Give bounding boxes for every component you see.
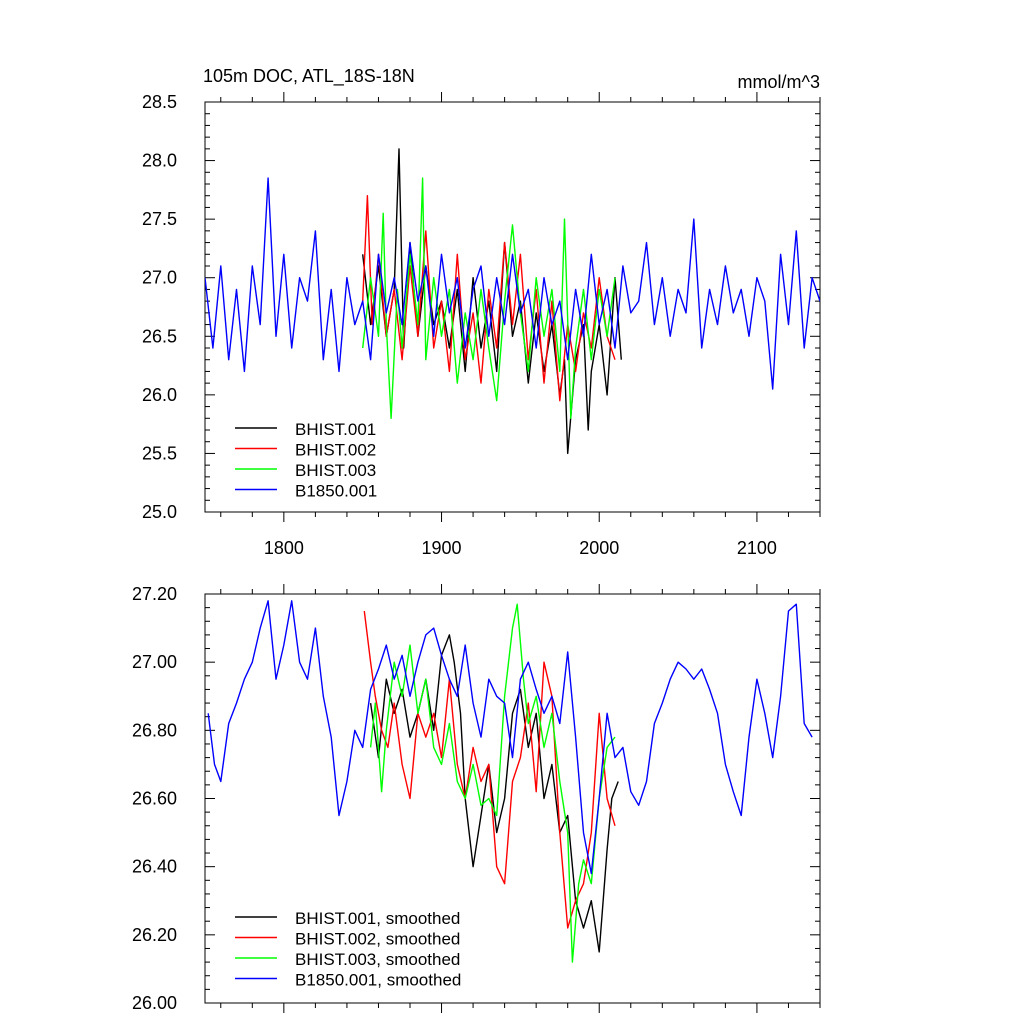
y-tick-label: 26.60 (132, 789, 177, 809)
top-chart: 25.0 25.5 26.0 26.5 27.0 27.5 28.0 28.5 1800 1900… (142, 92, 821, 558)
series-group (205, 148, 820, 455)
y-tick-label: 27.0 (142, 268, 177, 288)
x-tick-label: 2100 (737, 538, 777, 558)
y-tick-label: 26.00 (132, 993, 177, 1013)
y-tick-label: 26.20 (132, 925, 177, 945)
x-tick-label: 1800 (264, 538, 304, 558)
legend-label: BHIST.001 (295, 420, 376, 439)
series-line-bhist-001-smoothed (369, 634, 619, 953)
legend-label: BHIST.003, smoothed (295, 950, 460, 969)
y-tick-label: 27.20 (132, 584, 177, 604)
top-chart-units: mmol/m^3 (738, 72, 820, 92)
y-tick-label: 26.0 (142, 385, 177, 405)
series-line-b1850-001-smoothed (207, 600, 813, 875)
y-tick-label: 25.5 (142, 443, 177, 463)
series-line-bhist-003 (362, 177, 616, 419)
series-line-bhist-002 (362, 194, 616, 402)
plot-frame (204, 101, 821, 513)
series-group (207, 600, 813, 963)
x-tick-label: 1900 (422, 538, 462, 558)
y-tick-label: 26.40 (132, 857, 177, 877)
legend-label: B1850.001, smoothed (295, 971, 461, 990)
y-tick-label: 28.0 (142, 151, 177, 171)
y-tick-label: 26.5 (142, 326, 177, 346)
y-tick-label: 27.5 (142, 209, 177, 229)
series-line-b1850-001 (205, 177, 820, 390)
legend-label: B1850.001 (295, 482, 377, 501)
bottom-chart: 26.00 26.20 26.40 26.60 26.80 27.00 27.20 BHIST… (132, 584, 821, 1013)
y-tick-label: 28.5 (142, 92, 177, 112)
y-tick-label: 27.00 (132, 652, 177, 672)
series-line-bhist-003-smoothed (369, 603, 616, 963)
y-tick-label: 25.0 (142, 502, 177, 522)
legend-label: BHIST.002 (295, 441, 376, 460)
legend-label: BHIST.001, smoothed (295, 909, 460, 928)
top-chart-title: 105m DOC, ATL_18S-18N (203, 66, 415, 87)
x-tick-label: 2000 (579, 538, 619, 558)
legend-label: BHIST.003 (295, 461, 376, 480)
legend-label: BHIST.002, smoothed (295, 930, 460, 949)
legend: BHIST.001, smoothed BHIST.002, smoothedBH… (235, 909, 461, 990)
series-line-bhist-002-smoothed (363, 610, 616, 929)
y-tick-label: 26.80 (132, 720, 177, 740)
